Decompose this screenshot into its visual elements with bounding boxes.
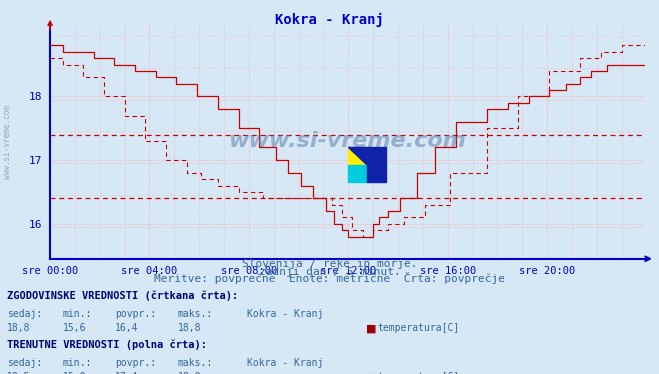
Text: ZGODOVINSKE VREDNOSTI (črtkana črta):: ZGODOVINSKE VREDNOSTI (črtkana črta): [7, 291, 238, 301]
Text: temperatura[C]: temperatura[C] [377, 324, 459, 333]
Text: Kokra - Kranj: Kokra - Kranj [275, 13, 384, 27]
Text: sedaj:: sedaj: [7, 358, 42, 368]
Text: povpr.:: povpr.: [115, 309, 156, 319]
Text: Slovenija / reke in morje.: Slovenija / reke in morje. [242, 260, 417, 269]
Bar [349, 147, 367, 165]
Text: Meritve: povprečne  Enote: metrične  Črta: povprečje: Meritve: povprečne Enote: metrične Črta:… [154, 272, 505, 284]
Text: 18,8: 18,8 [178, 373, 202, 374]
Polygon shape [349, 147, 367, 165]
Bar [367, 147, 386, 183]
Text: TRENUTNE VREDNOSTI (polna črta):: TRENUTNE VREDNOSTI (polna črta): [7, 340, 206, 350]
Bar [349, 165, 367, 183]
Text: www.si-vreme.com: www.si-vreme.com [229, 131, 466, 151]
Text: 15,6: 15,6 [63, 324, 86, 333]
Text: 15,8: 15,8 [63, 373, 86, 374]
Text: maks.:: maks.: [178, 309, 213, 319]
Text: ■: ■ [366, 324, 376, 333]
Text: 18,5: 18,5 [7, 373, 30, 374]
Text: povpr.:: povpr.: [115, 358, 156, 368]
Text: 18,8: 18,8 [178, 324, 202, 333]
Text: min.:: min.: [63, 358, 92, 368]
Text: temperatura[C]: temperatura[C] [377, 373, 459, 374]
Text: ■: ■ [366, 373, 376, 374]
Text: 18,8: 18,8 [7, 324, 30, 333]
Text: 16,4: 16,4 [115, 324, 139, 333]
Text: www.si-vreme.com: www.si-vreme.com [3, 105, 13, 179]
Text: zadnji dan / 5 minut.: zadnji dan / 5 minut. [258, 267, 401, 277]
Text: Kokra - Kranj: Kokra - Kranj [247, 358, 324, 368]
Text: min.:: min.: [63, 309, 92, 319]
Text: Kokra - Kranj: Kokra - Kranj [247, 309, 324, 319]
Text: 17,4: 17,4 [115, 373, 139, 374]
Text: sedaj:: sedaj: [7, 309, 42, 319]
Text: maks.:: maks.: [178, 358, 213, 368]
